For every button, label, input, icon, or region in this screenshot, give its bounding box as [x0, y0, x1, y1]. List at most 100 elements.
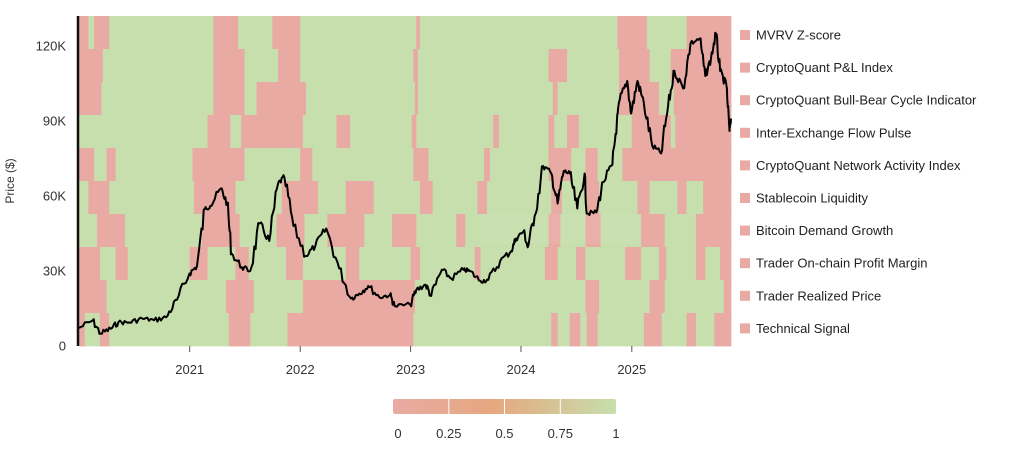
heatmap-cell	[228, 313, 251, 347]
colorbar-tick-label: 0.75	[548, 426, 573, 441]
heatmap-cell	[359, 247, 411, 281]
heatmap-cell	[599, 280, 651, 314]
heatmap-cell	[79, 148, 95, 182]
heatmap-cell	[99, 313, 110, 347]
heatmap-cell	[287, 313, 414, 347]
heatmap-cell	[79, 247, 101, 281]
heatmap-cell	[622, 148, 732, 182]
heatmap-cell	[189, 247, 208, 281]
legend-label: Trader Realized Price	[756, 288, 881, 303]
x-tick-label: 2024	[507, 362, 536, 377]
heatmap-cell	[230, 115, 242, 149]
heatmap-cell	[115, 148, 193, 182]
heatmap-cell	[417, 49, 549, 83]
heatmap-cell	[94, 16, 110, 50]
legend-swatch	[740, 258, 750, 269]
heatmap-cell	[686, 181, 704, 215]
heatmap-cell	[477, 181, 488, 215]
heatmap-cell	[585, 247, 626, 281]
heatmap-cell	[79, 16, 89, 50]
heatmap-cell	[241, 115, 304, 149]
heatmap-cell	[649, 181, 678, 215]
heatmap-cell	[649, 280, 666, 314]
y-tick-label: 0	[59, 339, 66, 354]
heatmap-cell	[677, 181, 687, 215]
heatmap-cell	[88, 16, 95, 50]
legend: MVRV Z-score CryptoQuant P&L Index CryptoQ…	[740, 28, 977, 336]
heatmap-cell	[345, 181, 375, 215]
heatmap-cell	[489, 148, 549, 182]
heatmap-cell	[410, 247, 421, 281]
heatmap-cell	[567, 49, 620, 83]
heatmap-cell	[302, 280, 416, 314]
heatmap-cell	[585, 181, 600, 215]
heatmap-cell	[695, 313, 715, 347]
heatmap-cell	[480, 247, 546, 281]
heatmap-cell	[625, 247, 642, 281]
heatmap-cell	[576, 247, 586, 281]
heatmap-cell	[109, 16, 214, 50]
heatmap-cell	[675, 115, 732, 149]
heatmap-cell	[304, 214, 328, 248]
heatmap-cell	[658, 247, 667, 281]
heatmap-cell	[548, 214, 561, 248]
heatmap-cell	[102, 49, 214, 83]
heatmap-cell	[213, 49, 245, 83]
heatmap-cell	[79, 313, 86, 347]
watermark	[480, 214, 640, 244]
y-axis-title: Price ($)	[3, 158, 17, 203]
heatmap-cell	[586, 313, 598, 347]
heatmap-cell	[578, 115, 633, 149]
heatmap-cell	[456, 214, 466, 248]
legend-label: CryptoQuant Network Activity Index	[756, 158, 961, 173]
heatmap-cell	[373, 181, 421, 215]
heatmap-cell	[413, 313, 552, 347]
y-tick-label: 120K	[36, 39, 67, 54]
legend-swatch	[740, 160, 750, 171]
heatmap-cell	[327, 214, 365, 248]
heatmap-cell	[493, 115, 500, 149]
heatmap-cell	[201, 214, 241, 248]
heatmap-cell	[416, 214, 457, 248]
heatmap-cell	[617, 16, 648, 50]
legend-swatch	[740, 30, 750, 40]
heatmap-cell	[79, 49, 104, 83]
heatmap-cell	[248, 247, 287, 281]
legend-label: MVRV Z-score	[756, 28, 841, 43]
heatmap-cell	[235, 247, 250, 281]
heatmap-cell	[79, 214, 98, 248]
heatmap-cell	[670, 49, 732, 83]
legend-swatch	[740, 225, 750, 236]
heatmap-cell	[106, 280, 227, 314]
heatmap-cell	[79, 82, 102, 116]
x-tick-label: 2022	[286, 362, 315, 377]
heatmap-cell	[302, 115, 337, 149]
heatmap-cell	[364, 214, 393, 248]
heatmap-cell	[124, 214, 203, 248]
heatmap-cell	[641, 214, 666, 248]
heatmap-cell	[666, 247, 697, 281]
heatmap-cell	[580, 313, 588, 347]
heatmap-cell	[336, 115, 351, 149]
heatmap-cell	[411, 115, 417, 149]
legend-swatch	[740, 323, 750, 334]
legend-label: CryptoQuant P&L Index	[756, 60, 893, 75]
heatmap-cell	[419, 16, 618, 50]
heatmap-cell	[272, 16, 301, 50]
heatmap-cell	[597, 148, 623, 182]
heatmap-cell	[486, 181, 552, 215]
heatmap-cell	[557, 247, 577, 281]
heatmap-cell	[244, 148, 301, 182]
x-tick-label: 2025	[617, 362, 646, 377]
heatmap-cell	[599, 181, 638, 215]
heatmap-cell	[226, 280, 255, 314]
colorbar-tick-label: 1	[612, 426, 619, 441]
heatmap-cell	[392, 214, 417, 248]
heatmap-cell	[106, 148, 117, 182]
heatmap-cell	[548, 115, 555, 149]
heatmap-cell	[714, 313, 732, 347]
heatmap-cell	[554, 115, 568, 149]
heatmap-cell	[560, 214, 586, 248]
heatmap-cell	[641, 247, 660, 281]
